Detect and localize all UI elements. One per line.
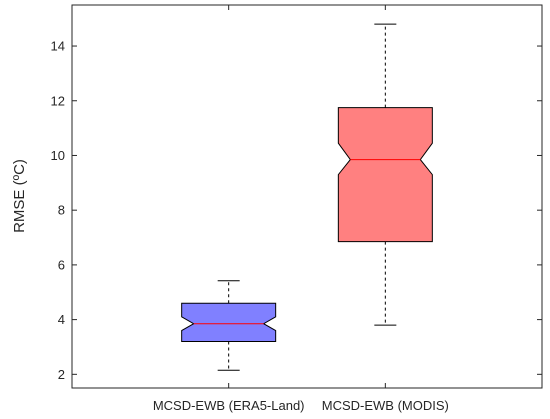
y-tick-label: 8 [58, 203, 65, 218]
plot-area [71, 4, 543, 389]
boxes-layer [181, 23, 433, 371]
y-tick-label: 6 [58, 257, 65, 272]
x-axis-category-labels: MCSD-EWB (ERA5-Land) MCSD-EWB (MODIS) [153, 5, 449, 413]
y-tick-label: 4 [58, 312, 65, 327]
box-body [337, 107, 433, 243]
box-1 [337, 23, 433, 326]
y-axis-ticks: 2 4 6 8 10 12 14 [51, 39, 542, 382]
y-tick-label: 12 [51, 93, 65, 108]
x-category-label: MCSD-EWB (MODIS) [322, 398, 449, 413]
box-0 [181, 280, 277, 371]
box-body [181, 302, 277, 342]
y-tick-label: 10 [51, 148, 65, 163]
y-tick-label: 14 [51, 39, 65, 54]
y-axis-label: RMSE (ºC) [11, 159, 28, 233]
y-tick-label: 2 [58, 367, 65, 382]
x-category-label: MCSD-EWB (ERA5-Land) [153, 398, 305, 413]
